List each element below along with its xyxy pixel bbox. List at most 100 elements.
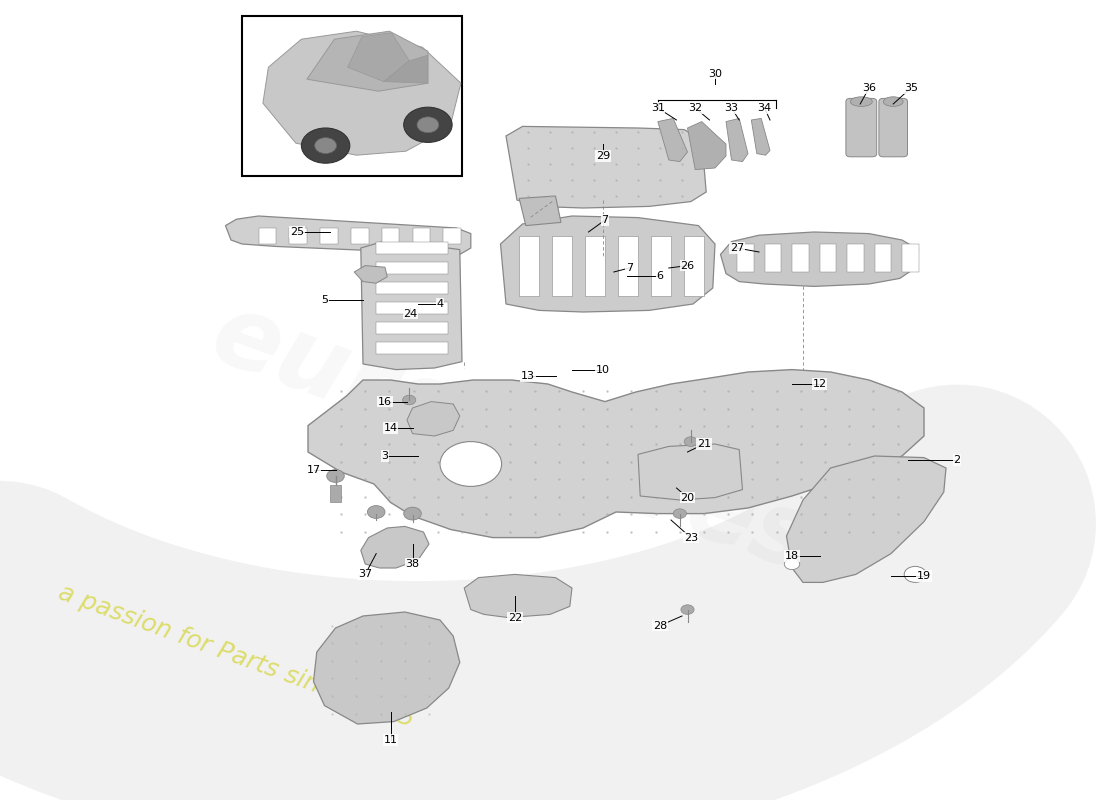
Bar [764, 244, 781, 272]
Polygon shape [688, 122, 726, 170]
Text: 3: 3 [382, 451, 388, 461]
Polygon shape [307, 31, 428, 91]
Polygon shape [308, 370, 924, 538]
Polygon shape [500, 216, 715, 312]
Polygon shape [464, 574, 572, 618]
Circle shape [301, 128, 350, 163]
Text: 7: 7 [626, 263, 632, 273]
Text: 32: 32 [689, 103, 702, 113]
Text: 23: 23 [684, 533, 697, 542]
Polygon shape [263, 31, 461, 155]
Bar [376, 302, 448, 314]
Polygon shape [658, 118, 688, 162]
FancyBboxPatch shape [846, 98, 877, 157]
Text: 24: 24 [404, 309, 417, 318]
Text: 21: 21 [697, 439, 711, 449]
Polygon shape [361, 526, 429, 568]
Text: eurospares: eurospares [198, 286, 826, 594]
Text: 6: 6 [657, 271, 663, 281]
Bar [585, 236, 605, 296]
Bar [902, 244, 918, 272]
Circle shape [904, 566, 926, 582]
Circle shape [673, 509, 686, 518]
Text: 20: 20 [681, 493, 694, 502]
Text: 11: 11 [384, 735, 397, 745]
Text: 34: 34 [758, 103, 771, 113]
Text: 16: 16 [378, 397, 392, 406]
Polygon shape [720, 232, 918, 286]
Text: 36: 36 [862, 83, 876, 93]
Circle shape [684, 437, 697, 446]
Bar [412, 228, 430, 244]
FancyBboxPatch shape [879, 98, 908, 157]
Polygon shape [407, 402, 460, 436]
Polygon shape [726, 118, 748, 162]
Circle shape [404, 507, 421, 520]
Polygon shape [506, 126, 706, 208]
Bar [258, 228, 276, 244]
Circle shape [417, 117, 439, 133]
Ellipse shape [850, 97, 872, 106]
Bar [376, 282, 448, 294]
Bar [820, 244, 836, 272]
Text: 7: 7 [602, 215, 608, 225]
Bar [320, 228, 338, 244]
Text: 33: 33 [725, 103, 738, 113]
Text: a passion for Parts since 1985: a passion for Parts since 1985 [55, 580, 418, 732]
Bar [351, 228, 369, 244]
Bar [684, 236, 704, 296]
Text: 30: 30 [708, 69, 722, 78]
Bar [330, 485, 341, 502]
Circle shape [404, 107, 452, 142]
Text: 5: 5 [321, 295, 328, 305]
Text: 12: 12 [813, 379, 826, 389]
Bar [519, 236, 539, 296]
Text: 26: 26 [681, 261, 694, 270]
Text: 25: 25 [290, 227, 304, 237]
Bar [737, 244, 754, 272]
Bar [443, 228, 461, 244]
Text: 19: 19 [917, 571, 931, 581]
Circle shape [784, 558, 800, 570]
Ellipse shape [883, 97, 903, 106]
Text: 35: 35 [904, 83, 917, 93]
Text: 10: 10 [596, 365, 609, 374]
Circle shape [403, 395, 416, 405]
Text: 2: 2 [954, 455, 960, 465]
Text: 28: 28 [653, 621, 667, 630]
Polygon shape [226, 216, 471, 254]
Text: 14: 14 [384, 423, 397, 433]
Bar [552, 236, 572, 296]
Bar [792, 244, 808, 272]
Polygon shape [751, 118, 770, 155]
Polygon shape [786, 456, 946, 582]
Bar [289, 228, 307, 244]
Text: 29: 29 [596, 151, 609, 161]
Circle shape [440, 442, 502, 486]
Bar [376, 242, 448, 254]
Bar [376, 262, 448, 274]
Polygon shape [314, 612, 460, 724]
Polygon shape [384, 55, 428, 83]
Bar [382, 228, 399, 244]
Polygon shape [638, 444, 743, 500]
Bar [874, 244, 891, 272]
Bar [847, 244, 864, 272]
Polygon shape [348, 33, 409, 82]
Text: 13: 13 [521, 371, 535, 381]
Bar [242, 16, 462, 176]
Bar [376, 322, 448, 334]
Text: 22: 22 [508, 613, 521, 622]
Circle shape [367, 506, 385, 518]
Text: 4: 4 [437, 299, 443, 309]
Bar [376, 342, 448, 354]
Text: 27: 27 [730, 243, 744, 253]
Bar [651, 236, 671, 296]
Bar [618, 236, 638, 296]
Text: 37: 37 [359, 570, 372, 579]
Circle shape [681, 605, 694, 614]
Text: 17: 17 [307, 466, 320, 475]
Circle shape [327, 470, 344, 482]
Text: 31: 31 [651, 103, 664, 113]
Text: 18: 18 [785, 551, 799, 561]
